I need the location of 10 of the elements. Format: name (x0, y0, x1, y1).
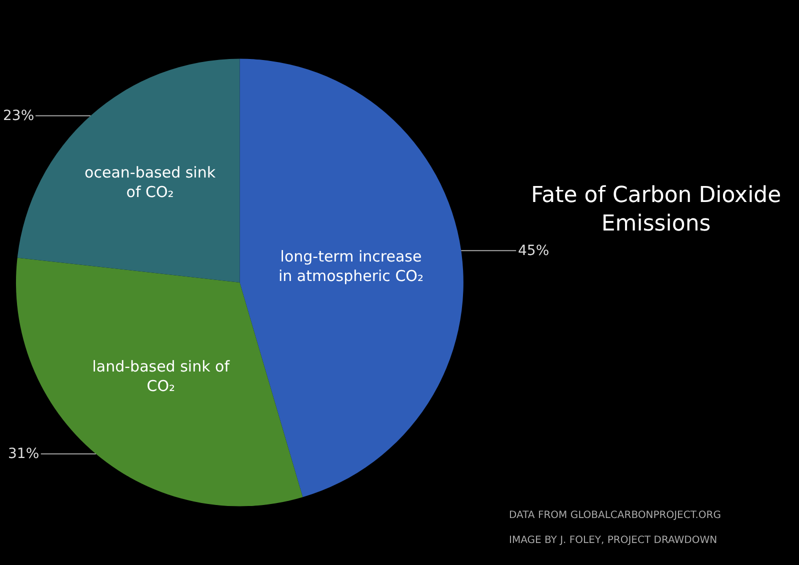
slice-label: ocean-based sink of CO₂ (84, 164, 216, 202)
text: DATA FROM GLOBALCARBONPROJECT.ORG (509, 510, 722, 521)
data-label: 31% (8, 446, 40, 462)
data-label: 23% (3, 108, 34, 124)
slice-label: land-based sink of CO₂ (92, 357, 230, 395)
data-label: 45% (518, 243, 550, 259)
pie-slice (240, 58, 464, 498)
text: IMAGE BY J. FOLEY, PROJECT DRAWDOWN (509, 535, 718, 546)
text: Fate of Carbon Dioxide Emissions (531, 183, 782, 237)
slice-label: long-term increase in atmospheric CO₂ (278, 248, 424, 286)
